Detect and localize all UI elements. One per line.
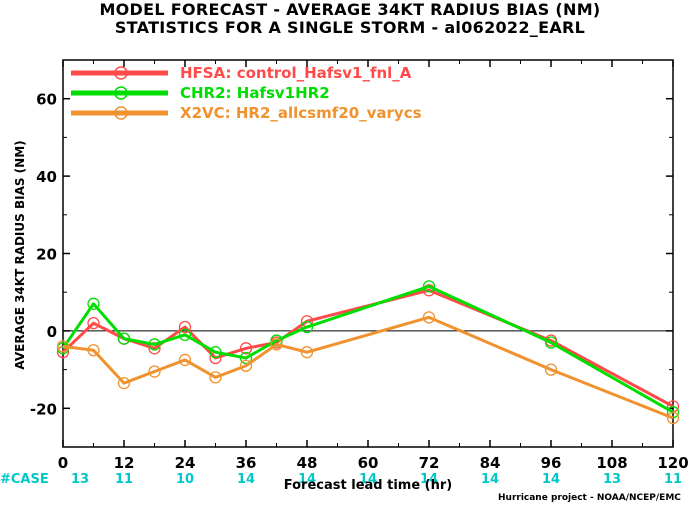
- case-count: 13: [603, 472, 621, 487]
- x-tick-label: 120: [657, 454, 688, 472]
- series-point-2: [148, 338, 161, 351]
- x-tick-label: 0: [58, 454, 68, 472]
- x-tick-label: 84: [480, 454, 501, 472]
- case-count: 10: [176, 472, 194, 487]
- series-point-3: [544, 363, 558, 376]
- case-count: 14: [298, 472, 316, 487]
- series-point-3: [666, 411, 680, 425]
- x-tick-label: 72: [419, 454, 440, 472]
- series-point-1: [178, 320, 192, 334]
- series-point-2: [87, 297, 100, 310]
- series-layer: [56, 280, 680, 425]
- series-point-1: [87, 317, 100, 330]
- x-tick-label: 60: [358, 454, 379, 472]
- x-axis-label: Forecast lead time (hr): [284, 478, 452, 493]
- series-point-2: [300, 320, 314, 334]
- series-point-3: [209, 371, 222, 384]
- series-line-2: [61, 284, 674, 414]
- legend-label-2: CHR2: Hafsv1HR2: [180, 84, 330, 102]
- series-point-3: [178, 353, 192, 367]
- series-point-1: [239, 342, 253, 355]
- y-tick-label: 60: [36, 91, 57, 109]
- series-point-3: [87, 344, 100, 357]
- y-tick-label: 40: [36, 168, 57, 186]
- y-tick-label: -20: [30, 400, 57, 418]
- series-point-2: [544, 336, 558, 349]
- series-point-3: [300, 346, 314, 359]
- legend-label-1: HFSA: control_Hafsv1_fnl_A: [180, 64, 412, 82]
- x-tick-label: 48: [297, 454, 318, 472]
- series-point-3: [56, 340, 70, 353]
- case-count: 14: [420, 472, 438, 487]
- y-tick-label: 20: [36, 246, 57, 264]
- x-tick-label: 96: [541, 454, 562, 472]
- x-tick-label: 12: [114, 454, 135, 472]
- series-point-3: [148, 365, 161, 378]
- series-point-2: [422, 280, 436, 293]
- axes-layer: -20 0 20 40 60 0 12 24 36 48 60 72 84 96 108 120 #CASE 13…: [0, 59, 689, 487]
- legend-marker-3: [114, 106, 128, 120]
- series-point-2: [117, 332, 131, 345]
- case-count: 11: [664, 472, 682, 487]
- legend-label-3: X2VC: HR2_allcsmf20_varycs: [180, 104, 422, 122]
- case-label: #CASE: [0, 472, 49, 487]
- x-tick-label: 108: [596, 454, 627, 472]
- case-count: 14: [237, 472, 255, 487]
- series-point-3: [270, 338, 283, 351]
- case-count: 11: [115, 472, 133, 487]
- case-count: 14: [481, 472, 499, 487]
- series-point-3: [422, 311, 436, 324]
- credit-text: Hurricane project - NOAA/NCEP/EMC: [498, 493, 681, 503]
- series-point-2: [209, 346, 222, 359]
- legend: HFSA: control_Hafsv1_fnl_A CHR2: Hafsv1HR…: [71, 64, 422, 122]
- chart-title: MODEL FORECAST - AVERAGE 34KT RADIUS BIA…: [99, 0, 601, 19]
- series-point-3: [117, 376, 131, 390]
- legend-marker-1: [114, 66, 128, 80]
- case-count: 14: [542, 472, 560, 487]
- chart-subtitle: STATISTICS FOR A SINGLE STORM - al062022…: [114, 18, 586, 37]
- series-point-2: [178, 328, 192, 341]
- case-count: 13: [71, 472, 89, 487]
- y-axis-label: AVERAGE 34KT RADIUS BIAS (NM): [13, 140, 27, 369]
- x-tick-label: 24: [175, 454, 196, 472]
- case-count: 14: [359, 472, 377, 487]
- y-tick-label: 0: [47, 323, 57, 341]
- series-point-3: [239, 359, 253, 372]
- series-line-3: [62, 315, 674, 420]
- series-point-2: [239, 351, 253, 365]
- x-tick-label: 36: [236, 454, 257, 472]
- legend-marker-2: [114, 86, 128, 100]
- series-point-1: [148, 342, 161, 355]
